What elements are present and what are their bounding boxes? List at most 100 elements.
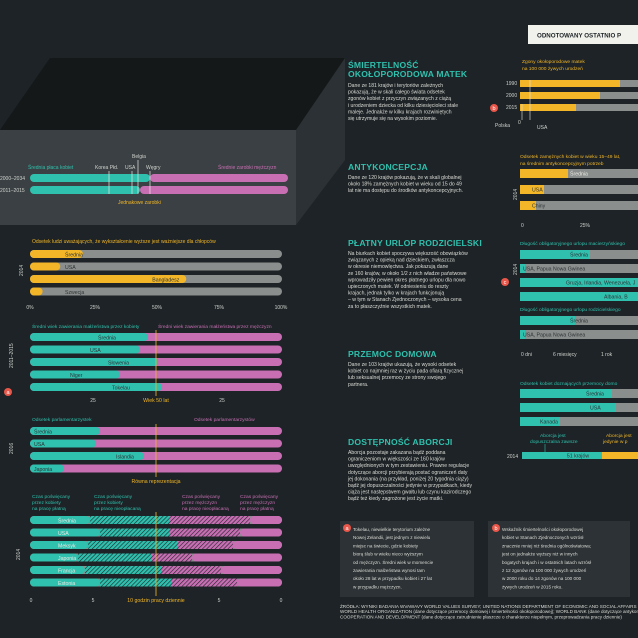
leave-text-line-7: – w tym w Stanach Zjednoczonych – wysoka…	[348, 297, 462, 303]
mortality-bar-2015	[520, 104, 576, 111]
contraception-legend-1: Odsetek zamężnych kobiet w wieku 15–49 l…	[520, 154, 620, 160]
leave-label-3: Albania, B	[604, 295, 628, 301]
education-bar-3-label: Szwecja	[65, 290, 84, 296]
work-year: 2014	[16, 549, 22, 560]
work-bar-2-seg-2	[178, 541, 233, 549]
leave-text-line-3: ze 160 krajów, w około 1/2 z nich władze…	[348, 271, 467, 277]
parliament-bar-women-0	[30, 427, 100, 435]
work-bar-0-seg-0	[30, 516, 90, 524]
mortality-year-2000: 2000	[506, 93, 517, 99]
leave-bar-0	[520, 250, 590, 259]
work-tick-5b: 5	[218, 598, 221, 604]
abortion-legend-allowed-1: Aborcja jest	[540, 433, 566, 439]
violence-legend: Odsetek kobiet doznających przemocy domo	[520, 381, 618, 387]
pay-bar-2-men	[140, 186, 288, 194]
work-legend-1b: przez kobiety	[32, 500, 61, 506]
marriage-bar-label-3: Niger	[70, 373, 83, 379]
violence-bar-0	[520, 389, 612, 398]
parliament-note: Równa reprezentacja	[131, 479, 180, 485]
source-line-1: WORLD HEALTH ORGANIZATION (dane dotycząc…	[340, 609, 638, 614]
work-bar-5-seg-3	[237, 578, 282, 587]
violence-bar-1	[520, 403, 616, 412]
mortality-text-line-0: Dane ze 181 krajów i terytoriów zależnyc…	[348, 83, 443, 89]
mortality-legend-2: na 100 000 żywych urodzeń	[522, 66, 583, 72]
violence-track-2	[520, 417, 638, 426]
abortion-text-line-1: ograniczeniom w większości ze 160 krajów	[348, 457, 445, 463]
mortality-track-2015	[520, 104, 638, 111]
leave-label-5: USA, Papua Nowa Gwinea	[523, 333, 585, 339]
violence-label-0: Średnia	[586, 390, 604, 398]
note-a-text-line-5: zawierania małżeństwa wynosi tam	[353, 568, 425, 573]
pay-women-label: Średnia płaca kobiet	[28, 163, 74, 171]
work-bar-4-seg-0	[30, 566, 85, 574]
marriage-legend-women: Średni wiek zawierania małżeństwa przez …	[32, 322, 140, 330]
contraception-text-line-0: Dane ze 120 krajów pokazują, że w skali …	[348, 175, 462, 181]
contraception-bar-0	[520, 169, 568, 178]
note-a-text-line-7: w przypadku mężczyzn.	[353, 584, 402, 589]
work-bar-3-seg-3	[192, 553, 282, 562]
pay-gap-chart: Średnia płaca kobiet Korea Płd. Belgia U…	[0, 154, 288, 206]
extrusion-side	[296, 58, 345, 225]
leave-label-2: Gruzja, Irlandia, Wenezuela, J	[566, 281, 636, 287]
work-bar-label-3: Japonia	[58, 556, 76, 562]
leave-text-line-1: związanych z opieką nad dzieckiem, zwłas…	[348, 258, 455, 264]
work-bar-0-seg-3	[250, 516, 282, 524]
work-tick-0b: 0	[280, 598, 283, 604]
work-bar-label-2: Meksyk	[58, 543, 76, 549]
education-bar-0-label: Średnia	[65, 250, 83, 258]
education-bar-1	[30, 262, 61, 271]
leave-label-4: Średnia	[570, 317, 588, 325]
violence-label-1: USA	[590, 406, 601, 412]
mortality-marker-b	[490, 104, 498, 112]
abortion-year: 2014	[507, 454, 518, 460]
work-legend-3b: przez mężczyzn	[182, 500, 217, 506]
worktime-chart: Czas poświęcany przez kobiety na pracę p…	[16, 494, 283, 604]
contraception-label-1: USA	[532, 188, 543, 194]
mortality-usa: USA	[537, 125, 548, 131]
parliament-bar-label-3: Japonia	[34, 467, 52, 473]
mortality-title-1: ŚMIERTELNOŚĆ	[348, 59, 419, 70]
abortion-legend-allowed-2: dopuszczalna zawsze	[530, 439, 578, 445]
abortion-text-line-7: bądź też kiedy zagrożone jest życie matk…	[348, 496, 443, 502]
mortality-year-1990: 1990	[506, 81, 517, 87]
parliament-bar-women-1	[30, 439, 96, 448]
leave-text-line-4: wprowadziły pewien okres płatnego urlopu…	[348, 277, 466, 283]
marriage-bar-label-4: Tokelau	[112, 385, 130, 391]
work-bar-label-1: USA	[58, 531, 69, 537]
note-b-text-line-2: znacznie mniej niż średnia ogólnoświatow…	[502, 543, 591, 548]
note-b-marker-text: b	[494, 526, 497, 532]
work-legend-3a: Czas poświęcany	[182, 494, 221, 500]
marriage-year: 2011–2015	[9, 343, 15, 368]
leave-bar-2	[520, 278, 638, 287]
leave-text-line-5: upieczonych matek. W odniesieniu do resz…	[348, 284, 449, 290]
parliament-bar-label-1: USA	[34, 442, 45, 448]
mortality-text-line-2: zgonów kobiet z przyczyn związanych z ci…	[348, 96, 451, 102]
leave-bar-4	[520, 316, 575, 325]
marriage-bar-women-0	[30, 333, 148, 341]
marriage-marker-a-text: a	[6, 390, 10, 396]
leave-marker-c-text: c	[504, 280, 507, 286]
parliament-year: 2016	[9, 443, 15, 454]
work-bar-3-seg-2	[152, 553, 192, 562]
education-tick-100: 100%	[275, 305, 288, 311]
education-legend: Odsetek ludzi uważających, że wykształce…	[32, 239, 216, 245]
mortality-section: ŚMIERTELNOŚĆ OKOŁOPORODOWA MATEK Dane ze…	[348, 59, 638, 131]
marriage-tick-1: 25	[90, 398, 96, 404]
contraception-year: 2014	[513, 189, 519, 200]
leave-label-0: Średnia	[570, 251, 588, 259]
pay-year-2: 2011–2015	[0, 188, 25, 194]
contraception-track-1	[520, 185, 638, 194]
work-legend-4a: Czas poświęcany	[240, 494, 279, 500]
work-bar-1-seg-3	[240, 528, 282, 537]
contraception-track-2	[520, 201, 638, 210]
parliament-legend-men: Odsetek parlamentarzystów	[194, 417, 255, 423]
work-bar-0-seg-2	[170, 516, 250, 524]
abortion-bar-limited	[602, 452, 638, 459]
work-bar-4-seg-2	[161, 566, 221, 574]
education-tick-0: 0%	[26, 305, 34, 311]
note-a-text-line-3: biorą ślub w wieku nieco wyższym	[353, 552, 423, 557]
note-a-marker	[343, 524, 351, 532]
mortality-text-line-5: się utrzymuje się na wysokim poziomie.	[348, 116, 437, 122]
contraception-tick-0: 0	[521, 223, 524, 229]
work-bar-label-5: Estonia	[58, 581, 75, 587]
